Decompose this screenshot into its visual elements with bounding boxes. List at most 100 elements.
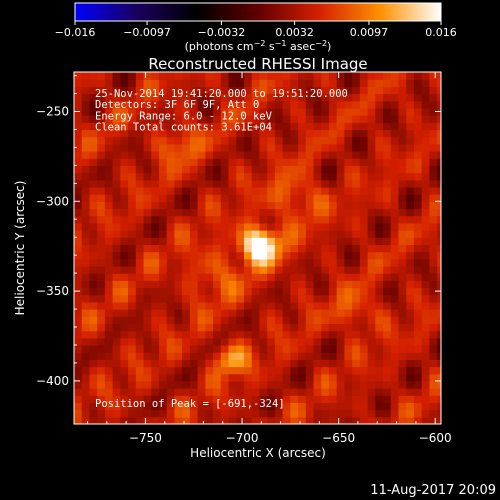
heatmap-cell [429, 316, 438, 325]
heatmap-cell [251, 359, 261, 368]
heatmap-cell [298, 366, 307, 375]
heatmap-cell [205, 115, 214, 123]
heatmap-cell [267, 280, 276, 289]
heatmap-cell [298, 380, 307, 389]
heatmap-cell [305, 352, 315, 360]
heatmap-cell [197, 337, 206, 346]
heatmap-cell [81, 273, 91, 281]
heatmap-cell [135, 323, 145, 332]
heatmap-cell [189, 72, 199, 80]
heatmap-cell [282, 158, 291, 166]
heatmap-cell [220, 72, 230, 80]
heatmap-cell [313, 309, 322, 317]
heatmap-cell [259, 186, 268, 195]
heatmap-cell [128, 158, 137, 166]
heatmap-cell [182, 323, 191, 332]
heatmap-cell [274, 402, 284, 411]
heatmap-cell [375, 330, 384, 339]
heatmap-cell [158, 337, 168, 346]
heatmap-cell [367, 330, 376, 339]
heatmap-cell [421, 244, 431, 253]
heatmap-cell [398, 244, 407, 253]
heatmap-cell [321, 409, 330, 418]
heatmap-cell [89, 416, 98, 424]
heatmap-cell [375, 93, 384, 102]
heatmap-cell [213, 359, 222, 368]
heatmap-cell [112, 280, 121, 289]
y-axis-label: Heliocentric Y (arcsec) [13, 181, 27, 316]
heatmap-cell [120, 280, 129, 289]
heatmap-cell [321, 330, 330, 339]
heatmap-cell [406, 251, 415, 260]
heatmap-cell [383, 265, 392, 274]
heatmap-cell [81, 330, 91, 339]
heatmap-cell [282, 222, 291, 231]
heatmap-cell [182, 251, 191, 260]
heatmap-cell [112, 258, 121, 267]
heatmap-cell [228, 373, 237, 382]
heatmap-cell [220, 273, 230, 281]
heatmap-cell [166, 373, 176, 382]
heatmap-cell [352, 258, 361, 267]
heatmap-cell [89, 409, 98, 418]
heatmap-cell [151, 301, 160, 310]
heatmap-cell [421, 330, 431, 339]
heatmap-cell [97, 294, 106, 303]
heatmap-cell [290, 287, 299, 296]
colorbar-tick-label: 0.0097 [350, 26, 389, 39]
heatmap-cell [274, 323, 284, 332]
heatmap-cell [383, 237, 392, 246]
heatmap-cell [89, 172, 98, 181]
heatmap-cell [182, 237, 191, 246]
heatmap-cell [143, 316, 152, 325]
heatmap-cell [367, 208, 376, 217]
heatmap-cell [290, 151, 299, 159]
heatmap-cell [437, 380, 441, 389]
annotation-line: Energy Range: 6.0 - 12.0 keV [95, 110, 273, 122]
heatmap-cell [298, 323, 307, 332]
heatmap-cell [135, 222, 145, 231]
heatmap-cell [236, 280, 245, 289]
heatmap-cell [197, 122, 206, 131]
colorbar-tick-label: −0.0032 [198, 26, 246, 39]
heatmap-cell [220, 309, 230, 317]
heatmap-cell [429, 287, 438, 296]
heatmap-cell [158, 265, 168, 274]
heatmap-cell [274, 86, 284, 95]
heatmap-cell [406, 194, 415, 202]
heatmap-cell [97, 265, 106, 274]
heatmap-cell [143, 230, 152, 238]
heatmap-cell [305, 72, 315, 80]
heatmap-cell [236, 416, 245, 424]
heatmap-cell [228, 100, 237, 109]
heatmap-cell [236, 158, 245, 166]
heatmap-cell [135, 344, 145, 353]
heatmap-cell [259, 409, 268, 418]
heatmap-cell [97, 79, 106, 87]
heatmap-cell [298, 373, 307, 382]
heatmap-cell [205, 172, 214, 181]
heatmap-cell [282, 179, 291, 188]
heatmap-cell [120, 416, 129, 424]
heatmap-cell [290, 280, 299, 289]
heatmap-cell [437, 172, 441, 181]
heatmap-cell [390, 93, 400, 102]
heatmap-cell [290, 79, 299, 87]
heatmap-cell [197, 136, 206, 145]
heatmap-cell [189, 359, 199, 368]
heatmap-cell [158, 330, 168, 339]
heatmap-cell [398, 179, 407, 188]
heatmap-cell [220, 208, 230, 217]
heatmap-cell [135, 172, 145, 181]
heatmap-cell [298, 115, 307, 123]
colorbar-tick-label: −0.016 [55, 26, 96, 39]
heatmap-cell [158, 172, 168, 181]
heatmap-cell [298, 129, 307, 138]
heatmap-cell [128, 388, 137, 396]
heatmap-cell [182, 122, 191, 131]
heatmap-cell [352, 309, 361, 317]
heatmap-cell [336, 186, 346, 195]
heatmap-cell [166, 93, 176, 102]
heatmap-cell [97, 316, 106, 325]
heatmap-cell [413, 388, 423, 396]
